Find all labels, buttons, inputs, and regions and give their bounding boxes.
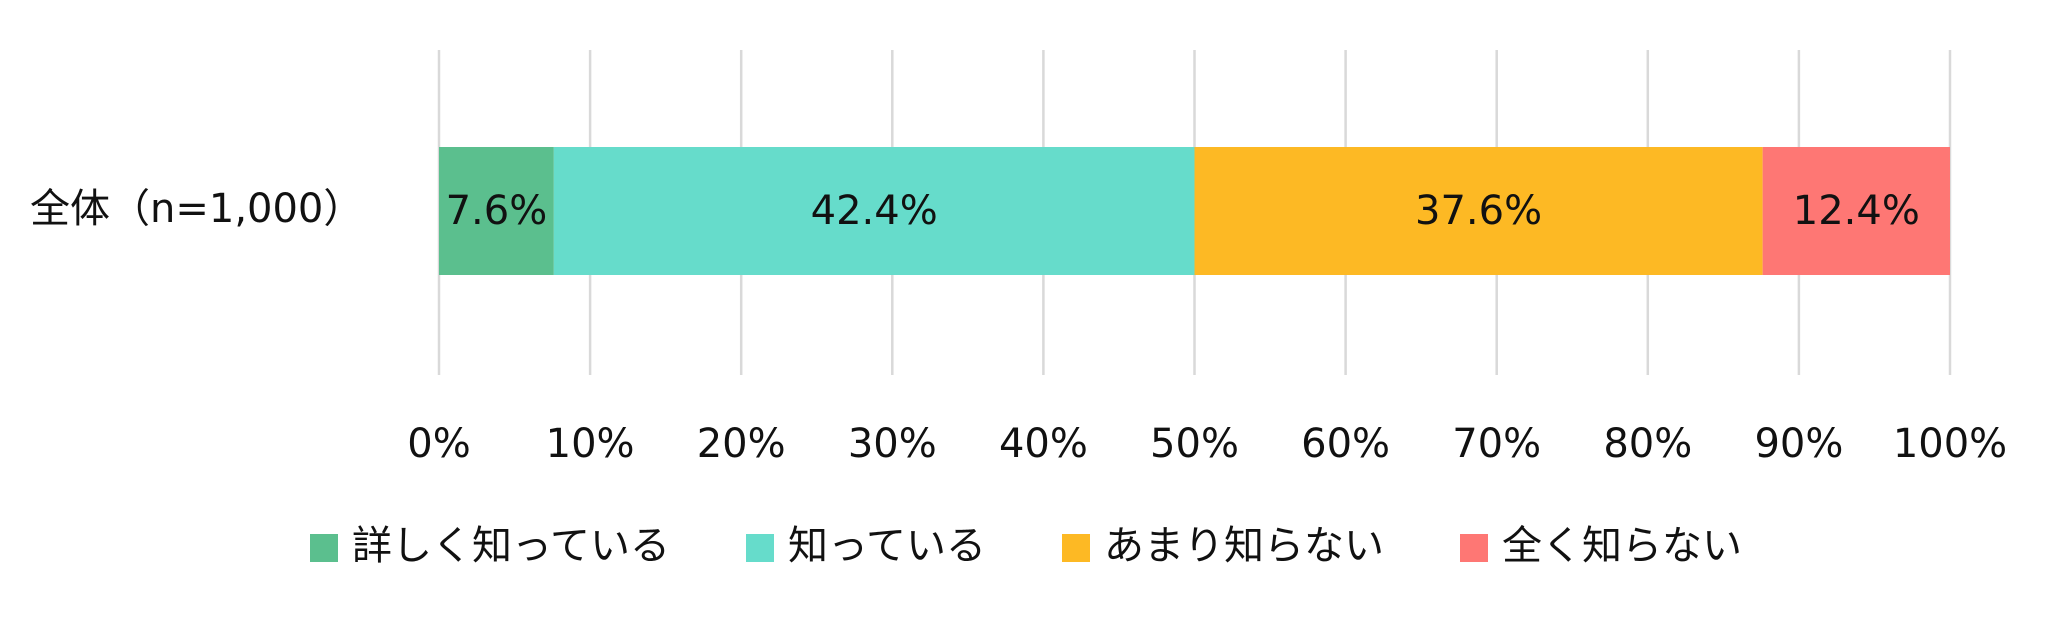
x-tick-label: 90%	[1754, 421, 1843, 467]
legend-swatch	[1062, 534, 1090, 562]
legend-swatch	[1460, 534, 1488, 562]
data-label: 42.4%	[811, 188, 938, 234]
data-label: 37.6%	[1415, 188, 1542, 234]
legend-label: 詳しく知っている	[352, 523, 670, 569]
x-tick-label: 50%	[1150, 421, 1239, 467]
x-tick-label: 40%	[999, 421, 1088, 467]
x-tick-label: 60%	[1301, 421, 1390, 467]
bar-segment	[553, 147, 1195, 275]
data-label: 7.6%	[446, 188, 548, 234]
bar-segment	[1762, 147, 1950, 275]
legend-label: あまり知らない	[1104, 523, 1384, 569]
x-tick-label: 30%	[848, 421, 937, 467]
x-tick-label: 80%	[1603, 421, 1692, 467]
bar-segment	[439, 147, 554, 275]
x-tick-label: 0%	[407, 421, 470, 467]
x-tick-label: 10%	[546, 421, 635, 467]
x-tick-label: 70%	[1452, 421, 1541, 467]
legend-label: 全く知らない	[1502, 523, 1742, 569]
x-tick-label: 20%	[697, 421, 786, 467]
legend-swatch	[310, 534, 338, 562]
bar-segment	[1194, 147, 1763, 275]
data-label: 12.4%	[1793, 188, 1920, 234]
legend-swatch	[746, 534, 774, 562]
legend-label: 知っている	[788, 523, 986, 569]
category-label: 全体（n=1,000）	[30, 186, 363, 232]
x-tick-label: 100%	[1893, 421, 2007, 467]
